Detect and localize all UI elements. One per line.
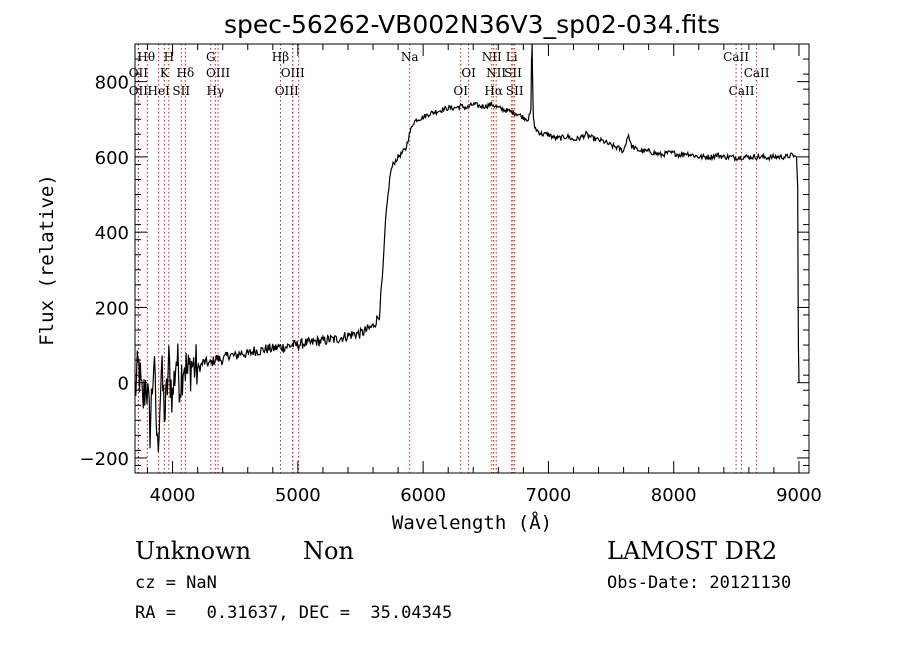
y-tick-label: 0 bbox=[118, 374, 129, 395]
line-label: K bbox=[160, 66, 170, 80]
spectral-line-labels: Hθ OII OII HK HeI Hδ SII G OIII Hγ Hβ OIII OIII Na OI O… bbox=[129, 50, 770, 98]
line-label: SII bbox=[172, 84, 190, 98]
x-tick-label: 6000 bbox=[400, 485, 446, 506]
line-label: Hθ bbox=[137, 50, 155, 64]
line-label: OII bbox=[129, 66, 149, 80]
spectrum-line bbox=[134, 43, 800, 452]
y-tick-label: 600 bbox=[95, 148, 129, 169]
line-label: G bbox=[206, 50, 216, 64]
y-tick-label: 400 bbox=[95, 223, 129, 244]
line-label: CaII bbox=[744, 66, 770, 80]
x-axis-label: Wavelength (Å) bbox=[392, 511, 552, 534]
plot-frame bbox=[134, 43, 810, 474]
line-label: CaII bbox=[723, 50, 749, 64]
line-label: OII bbox=[129, 84, 149, 98]
line-label: Hα bbox=[484, 84, 503, 98]
line-label: H bbox=[164, 50, 174, 64]
y-tick-label: −200 bbox=[80, 449, 129, 470]
x-tick-label: 8000 bbox=[651, 485, 697, 506]
survey-name: LAMOST DR2 bbox=[607, 537, 778, 565]
line-label: Li bbox=[506, 50, 518, 64]
x-axis-ticks: 4000 5000 6000 7000 8000 9000 bbox=[147, 44, 822, 506]
spectral-line-markers bbox=[137, 44, 758, 473]
line-label: Hβ bbox=[272, 50, 289, 64]
object-subclass: Non bbox=[303, 537, 354, 565]
line-label: Na bbox=[401, 50, 419, 64]
y-axis-label: Flux (relative) bbox=[36, 174, 58, 346]
y-tick-label: 800 bbox=[95, 73, 129, 94]
line-label: Hδ bbox=[177, 66, 195, 80]
x-tick-label: 4000 bbox=[150, 485, 196, 506]
line-label: CaII bbox=[729, 84, 755, 98]
x-tick-label: 7000 bbox=[526, 485, 572, 506]
redshift-text: cz = NaN bbox=[135, 573, 217, 593]
line-label: OIII bbox=[281, 66, 305, 80]
line-label: NII bbox=[482, 50, 502, 64]
y-axis-ticks: −200 0 200 400 600 800 bbox=[80, 58, 809, 470]
line-label: OI bbox=[453, 84, 468, 98]
line-label: SII bbox=[504, 66, 522, 80]
line-label: OIII bbox=[206, 66, 230, 80]
line-label: NII bbox=[486, 66, 506, 80]
chart-title: spec-56262-VB002N36V3_sp02-034.fits bbox=[224, 10, 720, 39]
object-class: Unknown bbox=[135, 537, 252, 565]
line-label: OIII bbox=[275, 84, 299, 98]
x-tick-label: 9000 bbox=[776, 485, 822, 506]
line-label: OI bbox=[461, 66, 476, 80]
line-label: Hγ bbox=[206, 84, 224, 98]
obs-date-text: Obs-Date: 20121130 bbox=[607, 573, 792, 593]
x-tick-label: 5000 bbox=[275, 485, 321, 506]
line-label: HeI bbox=[148, 84, 171, 98]
line-label: SII bbox=[506, 84, 524, 98]
coordinates-text: RA = 0.31637, DEC = 35.04345 bbox=[135, 603, 453, 623]
y-tick-label: 200 bbox=[95, 298, 129, 319]
